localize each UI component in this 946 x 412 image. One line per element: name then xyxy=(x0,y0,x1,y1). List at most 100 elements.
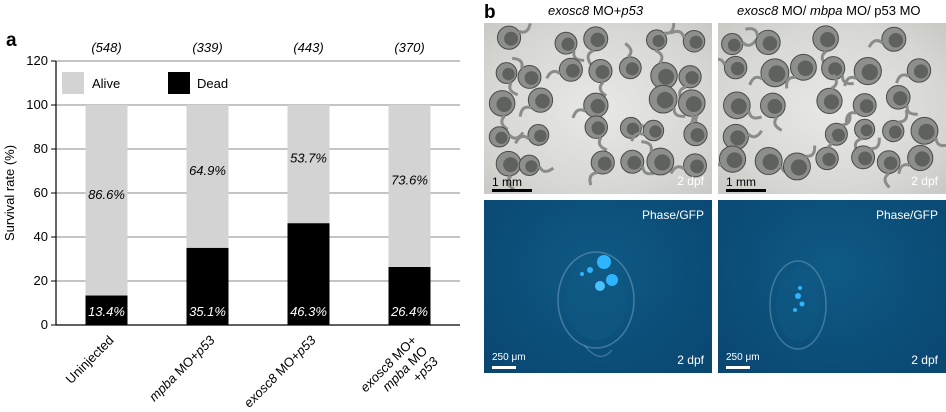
embryo xyxy=(588,150,615,186)
embryo xyxy=(723,91,763,120)
image-column-1-title: exosc8 MO+p53 xyxy=(548,3,643,18)
y-tick-label: 40 xyxy=(34,229,48,244)
embryo xyxy=(895,58,932,84)
bar-alive xyxy=(287,105,330,224)
scale-label-250um-2: 250 μm xyxy=(726,352,760,363)
sample-size-label: (339) xyxy=(192,40,222,55)
embryo xyxy=(748,58,790,88)
title-1-italic: exosc8 xyxy=(548,3,590,18)
embryo xyxy=(545,57,583,82)
embryo xyxy=(495,62,519,97)
embryo xyxy=(620,149,656,176)
embryo xyxy=(583,26,609,66)
scale-bar-2 xyxy=(726,189,766,192)
embryo xyxy=(618,42,642,80)
embryo xyxy=(669,153,707,178)
data-label-alive: 73.6% xyxy=(391,172,428,187)
embryo xyxy=(514,124,550,146)
embryo xyxy=(744,27,781,56)
gfp-embryo-image-1 xyxy=(557,251,635,357)
embryo xyxy=(843,57,882,87)
embryo xyxy=(910,116,946,148)
embryo xyxy=(812,25,839,67)
brightfield-image-exosc8-p53: 1 mm 2 dpf xyxy=(484,23,712,194)
embryo xyxy=(885,84,918,116)
embryo xyxy=(876,150,901,189)
data-label-alive: 86.6% xyxy=(88,187,125,202)
stage-label-1: 2 dpf xyxy=(677,174,704,188)
y-tick-label: 20 xyxy=(34,273,48,288)
title-2-italic2: mbpa xyxy=(809,3,843,18)
brightfield-image-exosc8-mbpa-p53: 1 mm 2 dpf xyxy=(718,23,946,194)
scale-label-1mm-2: 1 mm xyxy=(726,175,756,189)
embryo xyxy=(815,132,839,171)
x-tick-label: Uninjected xyxy=(63,333,117,387)
scale-bar-4 xyxy=(726,366,750,369)
fluorescence-image-exosc8-mbpa-p53: Phase/GFP 250 μm 2 dpf xyxy=(718,200,946,373)
x-tick-label: mpba MO+p53 xyxy=(146,332,218,404)
legend-swatch-dead xyxy=(168,72,190,94)
y-axis-label: Survival rate (%) xyxy=(2,145,17,241)
stage-label-2: 2 dpf xyxy=(911,174,938,188)
y-tick-label: 0 xyxy=(41,317,48,332)
bar-alive xyxy=(388,105,431,267)
gfp-embryo-image-2 xyxy=(769,260,827,350)
sample-size-label: (370) xyxy=(394,40,424,55)
embryo xyxy=(721,33,758,56)
legend-label-dead: Dead xyxy=(197,76,228,91)
embryo xyxy=(496,23,532,50)
sample-size-label: (548) xyxy=(91,40,121,55)
data-label-alive: 64.9% xyxy=(189,163,226,178)
panel-b-letter: b xyxy=(484,2,496,23)
bar-dead xyxy=(388,266,431,325)
embryo xyxy=(488,126,525,148)
stage-label-4: 2 dpf xyxy=(911,353,938,367)
embryo-cluster-image-1 xyxy=(488,23,708,191)
embryo-cluster-image-2 xyxy=(718,25,946,189)
embryo xyxy=(853,118,876,153)
title-1-rest: MO+ xyxy=(589,3,622,18)
phase-gfp-label-2: Phase/GFP xyxy=(875,208,938,222)
legend-label-alive: Alive xyxy=(92,76,120,91)
bar-dead xyxy=(287,223,330,325)
embryo xyxy=(867,26,907,52)
embryo xyxy=(760,92,786,132)
embryo xyxy=(722,123,763,151)
embryo xyxy=(518,154,555,176)
survival-bar-chart: 0 20 40 60 80 100 120 Survival rate (%) 86.6% 13.… xyxy=(2,40,460,410)
embryo xyxy=(851,137,881,170)
data-label-dead: 46.3% xyxy=(290,304,327,319)
embryo xyxy=(821,56,854,86)
sample-size-label: (443) xyxy=(293,40,323,55)
embryo xyxy=(630,119,665,142)
legend-swatch-alive xyxy=(62,72,84,94)
panel-a-letter: a xyxy=(6,30,17,51)
bar-dead xyxy=(186,247,229,325)
embryo xyxy=(488,90,516,131)
embryo xyxy=(816,73,843,114)
bar-alive xyxy=(186,105,229,248)
embryo xyxy=(584,115,608,152)
x-tick-label: exosc8 MO+p53 xyxy=(241,332,319,410)
bar-alive xyxy=(85,105,128,296)
data-label-dead: 13.4% xyxy=(88,304,125,319)
embryo xyxy=(718,55,748,80)
y-tick-label: 120 xyxy=(26,53,48,68)
embryo xyxy=(518,87,554,117)
phase-gfp-label-1: Phase/GFP xyxy=(641,208,704,222)
embryo xyxy=(683,108,708,147)
data-label-dead: 35.1% xyxy=(189,304,226,319)
bar-dead xyxy=(85,295,128,325)
embryo xyxy=(571,92,609,119)
y-tick-label: 80 xyxy=(34,141,48,156)
title-2-rest2: MO/ p53 MO xyxy=(842,3,921,18)
y-tick-label: 60 xyxy=(34,185,48,200)
embryo xyxy=(782,145,817,181)
embryo xyxy=(785,53,817,89)
title-1-italic2: p53 xyxy=(621,3,644,18)
embryo xyxy=(650,48,678,90)
embryo xyxy=(844,93,877,123)
image-column-2-title: exosc8 MO/ mbpa MO/ p53 MO xyxy=(737,3,921,18)
data-label-alive: 53.7% xyxy=(290,151,327,166)
title-2-italic: exosc8 xyxy=(737,3,779,18)
